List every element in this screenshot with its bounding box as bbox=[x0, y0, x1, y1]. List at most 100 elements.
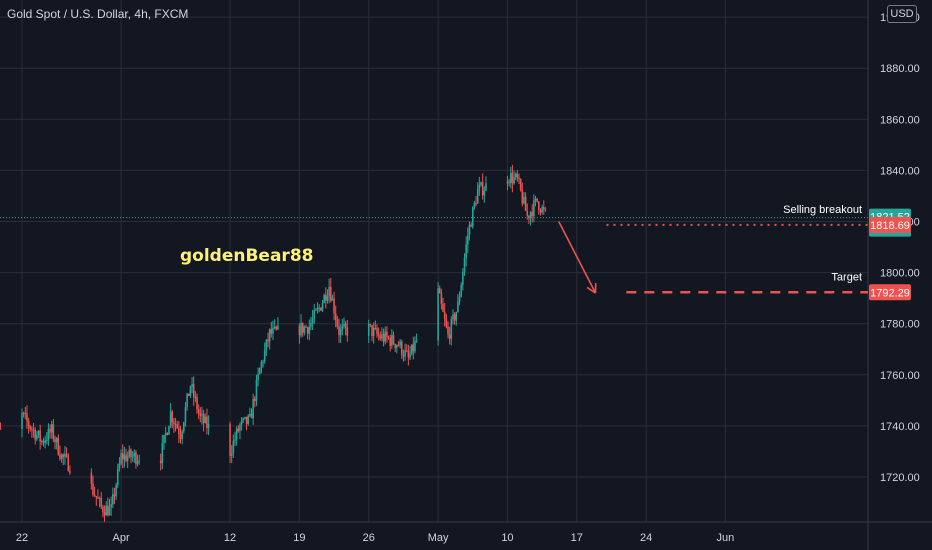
candle[interactable] bbox=[197, 404, 200, 420]
candle[interactable] bbox=[268, 328, 271, 350]
candle[interactable] bbox=[257, 367, 259, 387]
candle[interactable] bbox=[270, 321, 273, 338]
candle[interactable] bbox=[252, 393, 254, 425]
candle[interactable] bbox=[183, 421, 185, 434]
candle[interactable] bbox=[29, 424, 32, 432]
candle[interactable] bbox=[189, 385, 192, 399]
candle[interactable] bbox=[174, 417, 177, 432]
candle[interactable] bbox=[62, 453, 65, 466]
candle[interactable] bbox=[262, 359, 264, 368]
candle[interactable] bbox=[237, 425, 240, 433]
candle[interactable] bbox=[376, 324, 378, 338]
candle[interactable] bbox=[533, 194, 535, 223]
candle[interactable] bbox=[325, 287, 327, 309]
candle[interactable] bbox=[300, 314, 302, 338]
candle[interactable] bbox=[121, 444, 124, 469]
candle[interactable] bbox=[521, 182, 524, 207]
candle[interactable] bbox=[407, 344, 410, 366]
candle[interactable] bbox=[338, 318, 340, 343]
candle[interactable] bbox=[471, 206, 474, 229]
candle[interactable] bbox=[321, 299, 324, 313]
candle[interactable] bbox=[240, 417, 243, 431]
candle[interactable] bbox=[65, 447, 68, 458]
candle[interactable] bbox=[232, 434, 235, 459]
candle[interactable] bbox=[49, 424, 51, 439]
candle[interactable] bbox=[97, 489, 99, 499]
candle[interactable] bbox=[463, 253, 466, 276]
down-arrow[interactable] bbox=[558, 221, 597, 294]
candle[interactable] bbox=[397, 341, 400, 347]
candle[interactable] bbox=[542, 200, 545, 215]
candle[interactable] bbox=[470, 222, 472, 227]
candle[interactable] bbox=[367, 319, 370, 343]
candle[interactable] bbox=[516, 170, 519, 182]
candlestick-series[interactable] bbox=[0, 164, 547, 522]
candle[interactable] bbox=[265, 339, 268, 356]
candle[interactable] bbox=[310, 316, 312, 331]
candle[interactable] bbox=[102, 504, 104, 518]
candle[interactable] bbox=[457, 293, 459, 313]
candle[interactable] bbox=[169, 403, 172, 429]
candle[interactable] bbox=[107, 497, 109, 517]
candle[interactable] bbox=[315, 308, 317, 311]
candle[interactable] bbox=[301, 322, 304, 337]
candle[interactable] bbox=[133, 449, 136, 463]
candle[interactable] bbox=[131, 451, 134, 462]
candle[interactable] bbox=[453, 312, 456, 325]
candle[interactable] bbox=[64, 446, 66, 465]
candle[interactable] bbox=[513, 170, 515, 185]
candle[interactable] bbox=[369, 323, 372, 328]
candle[interactable] bbox=[37, 430, 40, 438]
candle[interactable] bbox=[184, 402, 187, 427]
candle[interactable] bbox=[400, 339, 403, 359]
candle[interactable] bbox=[202, 409, 205, 432]
candle[interactable] bbox=[59, 445, 61, 461]
candle[interactable] bbox=[447, 321, 449, 339]
candle[interactable] bbox=[442, 297, 444, 313]
candle[interactable] bbox=[161, 434, 164, 470]
candle[interactable] bbox=[467, 227, 469, 254]
candle[interactable] bbox=[534, 195, 537, 207]
candle[interactable] bbox=[313, 303, 316, 324]
candle[interactable] bbox=[100, 492, 103, 510]
candle[interactable] bbox=[105, 501, 108, 516]
candle[interactable] bbox=[458, 291, 461, 306]
candle[interactable] bbox=[95, 495, 98, 506]
candle[interactable] bbox=[110, 496, 112, 516]
candle[interactable] bbox=[346, 319, 349, 342]
candle[interactable] bbox=[399, 339, 401, 349]
candle[interactable] bbox=[405, 344, 408, 353]
candle[interactable] bbox=[36, 430, 38, 442]
candle[interactable] bbox=[392, 331, 395, 346]
candle[interactable] bbox=[311, 309, 314, 331]
candle[interactable] bbox=[328, 278, 330, 304]
candle[interactable] bbox=[440, 288, 443, 310]
candle[interactable] bbox=[514, 172, 517, 181]
candle[interactable] bbox=[103, 505, 106, 522]
candle[interactable] bbox=[0, 422, 2, 430]
candle[interactable] bbox=[387, 335, 390, 340]
candle[interactable] bbox=[194, 391, 197, 403]
candle[interactable] bbox=[206, 408, 208, 435]
candle[interactable] bbox=[336, 315, 339, 330]
candle[interactable] bbox=[371, 324, 373, 342]
candle[interactable] bbox=[511, 164, 514, 193]
candle[interactable] bbox=[168, 425, 170, 435]
candle[interactable] bbox=[201, 406, 203, 425]
candle[interactable] bbox=[414, 336, 416, 354]
candle[interactable] bbox=[483, 186, 486, 203]
candle[interactable] bbox=[396, 344, 398, 354]
candle[interactable] bbox=[377, 327, 380, 341]
candle[interactable] bbox=[476, 182, 479, 204]
candle[interactable] bbox=[326, 289, 329, 304]
candle[interactable] bbox=[135, 449, 137, 469]
candle[interactable] bbox=[22, 411, 25, 418]
candle[interactable] bbox=[518, 173, 520, 185]
candle[interactable] bbox=[50, 420, 53, 439]
candle[interactable] bbox=[536, 198, 538, 203]
candle[interactable] bbox=[305, 324, 307, 328]
candle[interactable] bbox=[519, 178, 522, 192]
candle[interactable] bbox=[93, 486, 96, 498]
candle[interactable] bbox=[204, 413, 207, 424]
